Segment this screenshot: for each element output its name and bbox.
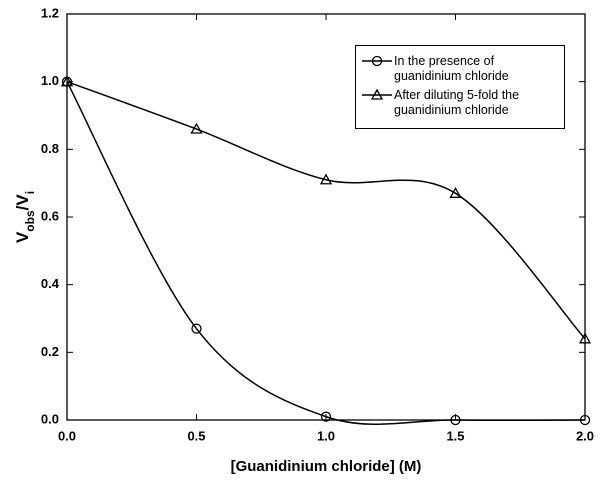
marker bbox=[578, 332, 592, 344]
marker bbox=[371, 55, 383, 67]
y-label-part: i bbox=[23, 191, 37, 194]
series-line bbox=[66, 80, 586, 340]
legend-entry: After diluting 5-fold the guanidinium ch… bbox=[360, 88, 560, 118]
x-tick-label: 1.0 bbox=[317, 428, 335, 443]
y-tick-label: 0.6 bbox=[41, 208, 59, 223]
marker bbox=[191, 323, 202, 334]
marker bbox=[370, 88, 384, 100]
y-tick-label: 1.2 bbox=[41, 5, 59, 20]
marker bbox=[319, 173, 333, 185]
x-axis-label: [Guanidinium chloride] (M) bbox=[231, 458, 422, 475]
x-tick-label: 0.5 bbox=[187, 428, 205, 443]
y-tick-label: 1.0 bbox=[41, 73, 59, 88]
y-tick-label: 0.4 bbox=[41, 276, 60, 291]
y-tick-label: 0.8 bbox=[41, 141, 59, 156]
y-axis-label: Vobs/Vi bbox=[13, 191, 37, 243]
series-line bbox=[66, 81, 586, 425]
marker bbox=[449, 186, 462, 198]
marker bbox=[450, 414, 461, 426]
x-tick-label: 1.5 bbox=[446, 428, 464, 443]
y-label-part: /V bbox=[13, 194, 32, 211]
marker bbox=[579, 414, 591, 426]
legend-icon bbox=[362, 55, 392, 67]
y-tick-label: 0.2 bbox=[41, 344, 59, 359]
x-tick-label: 0.0 bbox=[58, 428, 76, 443]
marker bbox=[60, 75, 74, 87]
y-label-part: obs bbox=[23, 210, 37, 232]
x-tick-label: 2.0 bbox=[576, 428, 594, 443]
y-tick-label: 0.0 bbox=[41, 411, 59, 426]
legend-entry: In the presence of guanidinium chloride bbox=[360, 54, 560, 84]
legend: In the presence of guanidinium chloride A… bbox=[355, 45, 565, 129]
legend-label: In the presence of guanidinium chloride bbox=[394, 54, 509, 83]
marker bbox=[190, 122, 203, 134]
legend-icon bbox=[362, 88, 392, 100]
y-label-part: V bbox=[13, 231, 32, 243]
legend-label: After diluting 5-fold the guanidinium ch… bbox=[394, 88, 520, 117]
marker bbox=[320, 411, 332, 422]
